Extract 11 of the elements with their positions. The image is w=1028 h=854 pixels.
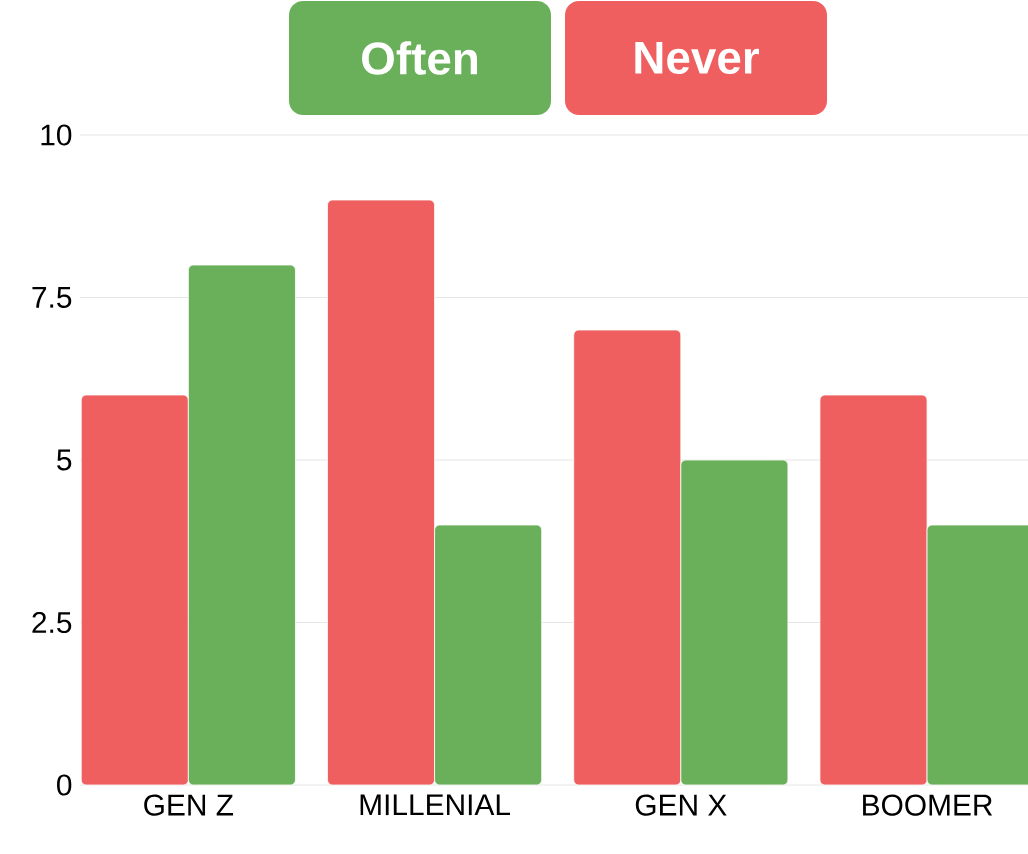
x-tick-label: BOOMER: [863, 794, 993, 816]
x-tick-label: MILLENIAL: [360, 794, 510, 816]
text: Never: [635, 42, 759, 74]
x-tick-label: GEN X: [635, 794, 727, 816]
y-tick-label: 5: [57, 449, 72, 471]
x-tick-label: GEN Z: [144, 794, 234, 816]
y-tick-label: 2.5: [32, 611, 72, 634]
y-tick-label: 0: [57, 774, 72, 796]
y-tick-label: 7.5: [32, 287, 72, 308]
y-tick-label: 10: [41, 124, 72, 146]
text: Often: [362, 41, 477, 75]
